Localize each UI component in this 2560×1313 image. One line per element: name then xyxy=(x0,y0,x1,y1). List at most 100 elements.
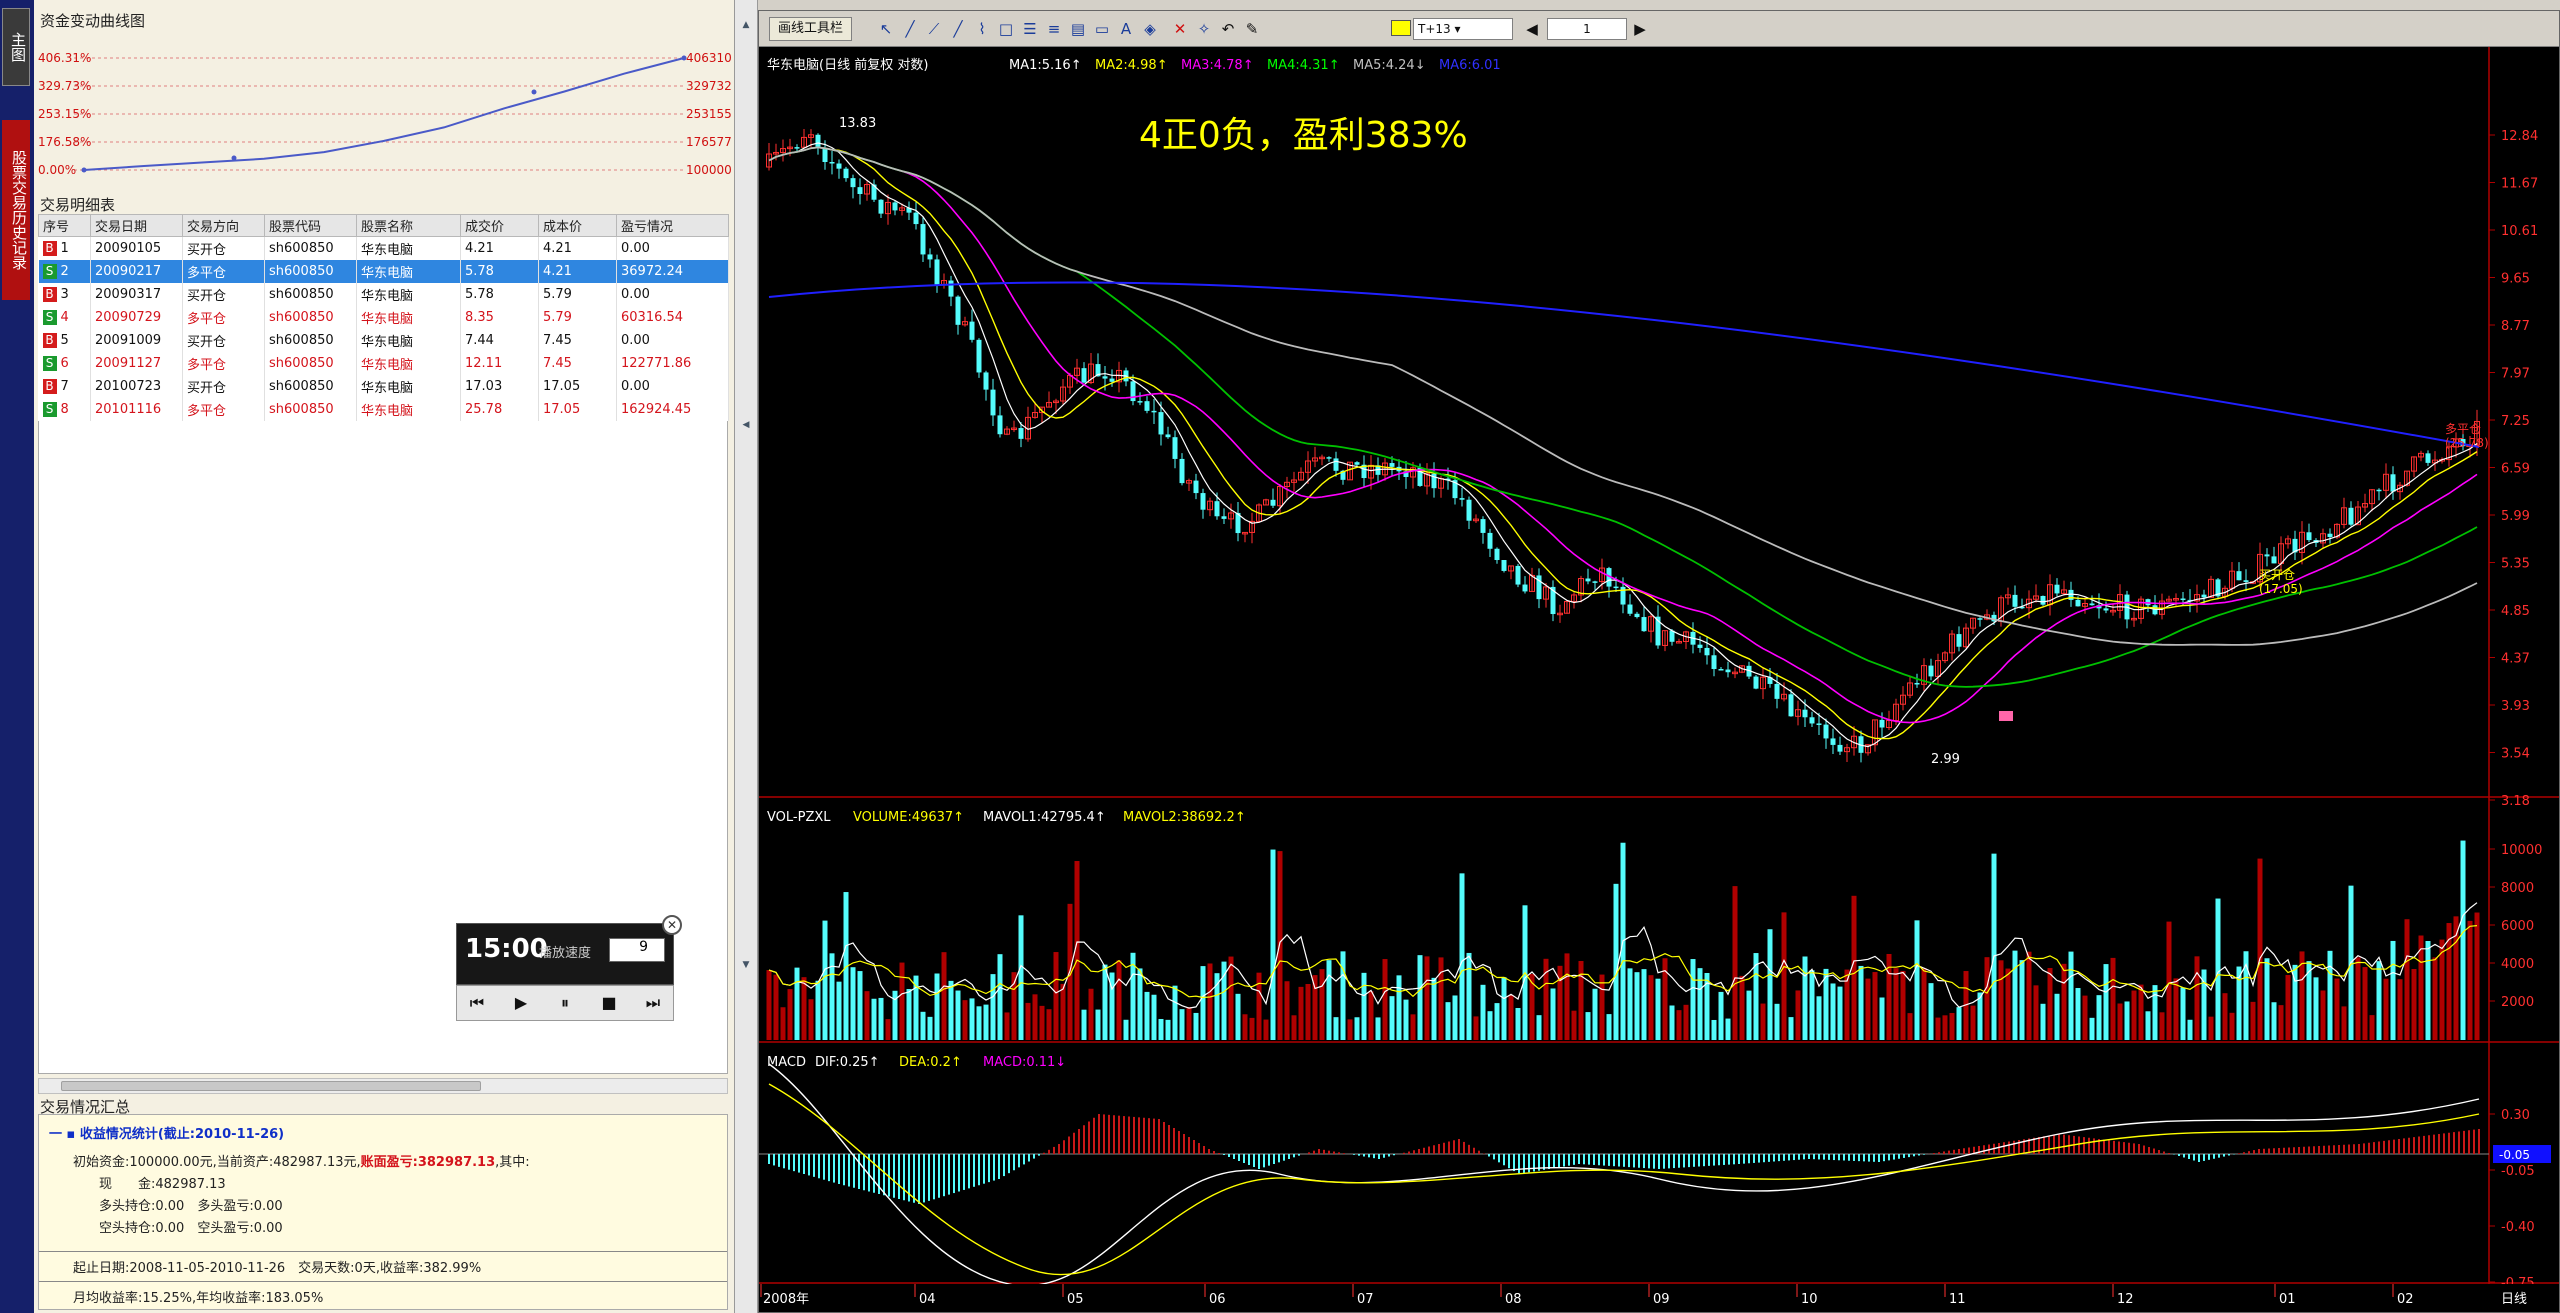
pen-icon[interactable]: ✎ xyxy=(1245,20,1259,38)
table-row[interactable]: B 7 20100723 买开仓 sh600850 华东电脑 17.03 17.05 0.00 xyxy=(38,374,729,398)
col-header[interactable]: 成本价 xyxy=(538,214,617,237)
replay-speed-stepper[interactable]: 9 xyxy=(609,938,665,962)
pointer-icon[interactable]: ↖ xyxy=(879,20,893,38)
tab-trade-history[interactable]: 股票交易历史记录 xyxy=(2,120,30,300)
volume-bar xyxy=(1851,895,1857,1040)
volume-bar xyxy=(1627,968,1633,1040)
font-select[interactable]: T+13 ▾ xyxy=(1413,18,1513,40)
color-picker[interactable] xyxy=(1391,20,1411,36)
scrollbar-thumb[interactable] xyxy=(61,1081,481,1091)
next-page-icon[interactable]: ▶ xyxy=(1634,20,1646,38)
candle-body xyxy=(1802,709,1808,718)
volume-bar xyxy=(1956,1007,1962,1040)
candle-body xyxy=(1109,378,1115,382)
cell-date: 20091009 xyxy=(90,328,183,352)
volume-bar xyxy=(1634,972,1640,1040)
price-high-label: 13.83 xyxy=(839,116,876,131)
candle-body xyxy=(2425,453,2431,463)
volume-bar xyxy=(2257,858,2263,1040)
volume-bar xyxy=(1270,849,1276,1040)
candle-body xyxy=(1011,427,1017,431)
summary-heading[interactable]: 一 ▪ 收益情况统计(截止:2010-11-26) xyxy=(49,1127,285,1142)
volume-bar xyxy=(836,981,842,1040)
col-header[interactable]: 股票代码 xyxy=(264,214,357,237)
collapse-arrow-icon[interactable]: ▲ xyxy=(742,20,750,30)
volume-bar xyxy=(1599,974,1605,1040)
table-row[interactable]: S 4 20090729 多平仓 sh600850 华东电脑 8.35 5.79 60316.5… xyxy=(38,305,729,329)
marker-tool-icon[interactable]: ◈ xyxy=(1144,20,1156,38)
channel-tool-icon[interactable]: ≡ xyxy=(1047,20,1061,38)
volume-bar xyxy=(2138,984,2144,1040)
line-tool-icon[interactable]: ╱ xyxy=(905,20,915,38)
candle-body xyxy=(1844,747,1850,753)
volume-bar xyxy=(780,1007,786,1040)
candle-body xyxy=(1788,694,1794,717)
drawing-toolbar-label[interactable]: 画线工具栏 xyxy=(769,17,853,41)
undo-icon[interactable]: ↶ xyxy=(1221,20,1235,38)
candle-body xyxy=(1466,499,1472,521)
table-row[interactable]: S 8 20101116 多平仓 sh600850 华东电脑 25.78 17.05 16292… xyxy=(38,397,729,421)
gann-tool-icon[interactable]: ▤ xyxy=(1070,20,1086,38)
volume-tick-label: 4000 xyxy=(2501,957,2534,972)
clear-icon[interactable]: ✧ xyxy=(1197,20,1211,38)
volume-bar xyxy=(1648,975,1654,1040)
candle-body xyxy=(822,148,828,163)
col-header[interactable]: 股票名称 xyxy=(356,214,461,237)
time-tick-label: 05 xyxy=(1067,1292,1084,1307)
table-row[interactable]: B 1 20090105 买开仓 sh600850 华东电脑 4.21 4.21 0.00 xyxy=(38,236,729,260)
volume-bar xyxy=(997,954,1003,1040)
skip-back-icon[interactable]: ⏮ xyxy=(469,993,485,1012)
stop-icon[interactable]: ■ xyxy=(601,993,617,1012)
cell-price: 7.44 xyxy=(460,328,539,352)
volume-bar xyxy=(2439,939,2445,1040)
play-icon[interactable]: ▶ xyxy=(514,993,528,1012)
collapse-down-icon[interactable]: ▼ xyxy=(742,960,750,970)
volume-bar xyxy=(1179,1009,1185,1040)
ray-tool-icon[interactable]: ⟋ xyxy=(928,20,940,38)
candle-body xyxy=(997,415,1003,435)
volume-bar xyxy=(2061,963,2067,1040)
skip-forward-icon[interactable]: ⏭ xyxy=(645,993,661,1012)
polyline-tool-icon[interactable]: ⌇ xyxy=(978,20,986,38)
panel-splitter[interactable]: ▲ ◀ ▼ xyxy=(734,0,758,1313)
delete-icon[interactable]: ✕ xyxy=(1173,20,1187,38)
table-header-row: 序号 交易日期 交易方向 股票代码 股票名称 成交价 成本价 盈亏情况 xyxy=(38,214,729,237)
pause-icon[interactable]: ⏸ xyxy=(560,993,569,1012)
equity-y-label: 329.73% xyxy=(38,79,91,93)
col-header[interactable]: 盈亏情况 xyxy=(616,214,729,237)
col-header[interactable]: 交易方向 xyxy=(182,214,265,237)
text-tool-icon[interactable]: A xyxy=(1120,20,1132,38)
candle-body xyxy=(2362,503,2368,508)
volume-bar xyxy=(1837,986,1843,1040)
table-row[interactable]: S 6 20091127 多平仓 sh600850 华东电脑 12.11 7.45 122771… xyxy=(38,351,729,375)
horizontal-scrollbar[interactable] xyxy=(38,1078,728,1094)
collapse-left-icon[interactable]: ◀ xyxy=(742,420,750,430)
table-row[interactable]: B 5 20091009 买开仓 sh600850 华东电脑 7.44 7.45 0.00 xyxy=(38,328,729,352)
col-header[interactable]: 交易日期 xyxy=(90,214,183,237)
col-header[interactable]: 成交价 xyxy=(460,214,539,237)
candle-body xyxy=(1970,617,1976,629)
close-icon[interactable]: ✕ xyxy=(662,915,682,935)
volume-bar xyxy=(1242,1014,1248,1040)
fibonacci-tool-icon[interactable]: ☰ xyxy=(1023,20,1037,38)
tab-main-chart[interactable]: 主图 xyxy=(2,8,30,86)
rectangle-tool-icon[interactable]: □ xyxy=(998,20,1014,38)
sell-signal-price: (25.78) xyxy=(2445,436,2489,450)
volume-bar xyxy=(1907,1013,1913,1040)
volume-bar xyxy=(1200,966,1206,1040)
table-row[interactable]: S 2 20090217 多平仓 sh600850 华东电脑 5.78 4.21 36972.2… xyxy=(38,259,729,283)
box-tool-icon[interactable]: ▭ xyxy=(1094,20,1110,38)
volume-bar xyxy=(1326,960,1332,1040)
kline-chart[interactable]: 12.84 11.67 10.61 9.65 8.77 7.97 7.25 6.59 5.99 5… xyxy=(759,47,2559,1312)
candle-body xyxy=(2264,554,2270,557)
candle-body xyxy=(2327,533,2333,538)
col-header[interactable]: 序号 xyxy=(38,214,91,237)
volume-bar xyxy=(1571,1010,1577,1040)
table-row[interactable]: B 3 20090317 买开仓 sh600850 华东电脑 5.78 5.79 0.00 xyxy=(38,282,729,306)
volume-bar xyxy=(1109,972,1115,1040)
prev-page-icon[interactable]: ◀ xyxy=(1526,20,1538,38)
candle-body xyxy=(1956,634,1962,647)
candle-body xyxy=(1186,480,1192,484)
page-input[interactable]: 1 xyxy=(1547,18,1627,40)
segment-tool-icon[interactable]: ╱ xyxy=(953,20,963,38)
